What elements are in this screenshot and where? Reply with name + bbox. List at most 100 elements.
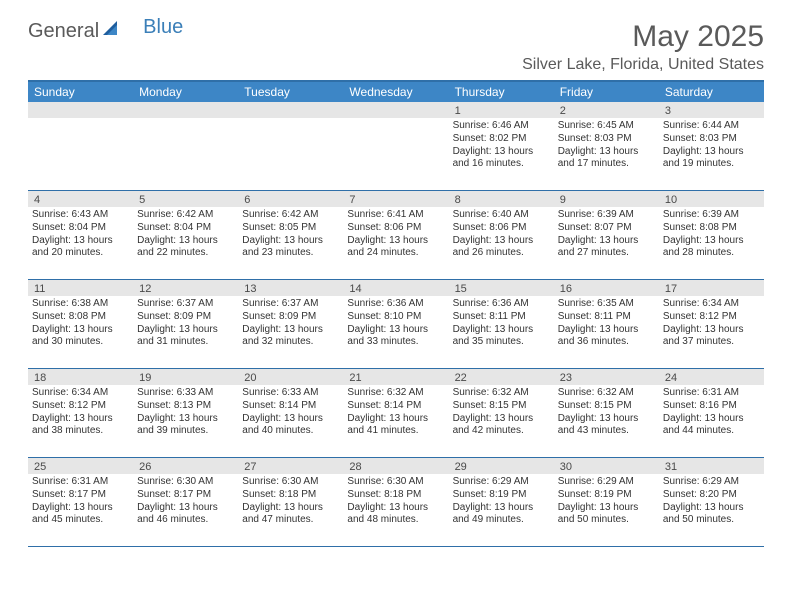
sunset-line: Sunset: 8:15 PM — [453, 400, 550, 413]
daylight-line: Daylight: 13 hours and 45 minutes. — [32, 502, 129, 528]
sunrise-line: Sunrise: 6:36 AM — [347, 298, 444, 311]
sunrise-line: Sunrise: 6:30 AM — [137, 476, 234, 489]
sunset-line: Sunset: 8:17 PM — [32, 489, 129, 502]
day-cell: 4Sunrise: 6:43 AMSunset: 8:04 PMDaylight… — [28, 191, 133, 279]
sunset-line: Sunset: 8:05 PM — [242, 222, 339, 235]
sunrise-line: Sunrise: 6:45 AM — [558, 120, 655, 133]
sunrise-line: Sunrise: 6:35 AM — [558, 298, 655, 311]
sunset-line: Sunset: 8:09 PM — [242, 311, 339, 324]
day-cell: 27Sunrise: 6:30 AMSunset: 8:18 PMDayligh… — [238, 458, 343, 546]
header: General Blue May 2025 Silver Lake, Flori… — [28, 20, 764, 74]
dow-cell: Tuesday — [238, 82, 343, 102]
daylight-line: Daylight: 13 hours and 43 minutes. — [558, 413, 655, 439]
sunrise-line: Sunrise: 6:31 AM — [32, 476, 129, 489]
daylight-line: Daylight: 13 hours and 24 minutes. — [347, 235, 444, 261]
daylight-line: Daylight: 13 hours and 33 minutes. — [347, 324, 444, 350]
brand-logo: General Blue — [28, 20, 183, 43]
sunrise-line: Sunrise: 6:39 AM — [663, 209, 760, 222]
day-number: 18 — [28, 369, 133, 385]
day-number: 30 — [554, 458, 659, 474]
brand-text-general: General — [28, 20, 99, 43]
sunrise-line: Sunrise: 6:30 AM — [347, 476, 444, 489]
location-subtitle: Silver Lake, Florida, United States — [522, 56, 764, 74]
day-cell: 6Sunrise: 6:42 AMSunset: 8:05 PMDaylight… — [238, 191, 343, 279]
sunset-line: Sunset: 8:04 PM — [32, 222, 129, 235]
day-number: 10 — [659, 191, 764, 207]
day-number: 5 — [133, 191, 238, 207]
sunrise-line: Sunrise: 6:32 AM — [347, 387, 444, 400]
daylight-line: Daylight: 13 hours and 26 minutes. — [453, 235, 550, 261]
daylight-line: Daylight: 13 hours and 23 minutes. — [242, 235, 339, 261]
day-number: 1 — [449, 102, 554, 118]
day-number: 28 — [343, 458, 448, 474]
daylight-line: Daylight: 13 hours and 49 minutes. — [453, 502, 550, 528]
daylight-line: Daylight: 13 hours and 28 minutes. — [663, 235, 760, 261]
daylight-line: Daylight: 13 hours and 41 minutes. — [347, 413, 444, 439]
day-cell — [343, 102, 448, 190]
week-row: 18Sunrise: 6:34 AMSunset: 8:12 PMDayligh… — [28, 369, 764, 458]
day-number: 15 — [449, 280, 554, 296]
sunset-line: Sunset: 8:20 PM — [663, 489, 760, 502]
day-cell: 2Sunrise: 6:45 AMSunset: 8:03 PMDaylight… — [554, 102, 659, 190]
sunset-line: Sunset: 8:03 PM — [558, 133, 655, 146]
sunrise-line: Sunrise: 6:29 AM — [663, 476, 760, 489]
dow-cell: Wednesday — [343, 82, 448, 102]
daylight-line: Daylight: 13 hours and 36 minutes. — [558, 324, 655, 350]
day-number: 21 — [343, 369, 448, 385]
day-number: 29 — [449, 458, 554, 474]
sunset-line: Sunset: 8:04 PM — [137, 222, 234, 235]
sunrise-line: Sunrise: 6:34 AM — [663, 298, 760, 311]
sunset-line: Sunset: 8:14 PM — [242, 400, 339, 413]
day-cell: 10 Sunrise: 6:39 AMSunset: 8:08 PMDayligh… — [659, 191, 764, 279]
day-number: 23 — [554, 369, 659, 385]
daylight-line: Daylight: 13 hours and 16 minutes. — [453, 146, 550, 172]
day-cell: 5Sunrise: 6:42 AMSunset: 8:04 PMDaylight… — [133, 191, 238, 279]
day-cell: 12Sunrise: 6:37 AMSunset: 8:09 PMDayligh… — [133, 280, 238, 368]
sunrise-line: Sunrise: 6:37 AM — [137, 298, 234, 311]
sunrise-line: Sunrise: 6:34 AM — [32, 387, 129, 400]
daylight-line: Daylight: 13 hours and 30 minutes. — [32, 324, 129, 350]
daylight-line: Daylight: 13 hours and 46 minutes. — [137, 502, 234, 528]
dow-cell: Friday — [554, 82, 659, 102]
sunset-line: Sunset: 8:09 PM — [137, 311, 234, 324]
daylight-line: Daylight: 13 hours and 47 minutes. — [242, 502, 339, 528]
sunrise-line: Sunrise: 6:29 AM — [558, 476, 655, 489]
title-block: May 2025 Silver Lake, Florida, United St… — [522, 20, 764, 74]
day-cell: 9Sunrise: 6:39 AMSunset: 8:07 PMDaylight… — [554, 191, 659, 279]
sunset-line: Sunset: 8:14 PM — [347, 400, 444, 413]
sunset-line: Sunset: 8:08 PM — [663, 222, 760, 235]
day-number: 7 — [343, 191, 448, 207]
day-number: 27 — [238, 458, 343, 474]
day-number — [343, 102, 448, 118]
sunset-line: Sunset: 8:16 PM — [663, 400, 760, 413]
day-cell — [238, 102, 343, 190]
day-number: 2 — [554, 102, 659, 118]
day-number: 14 — [343, 280, 448, 296]
sunset-line: Sunset: 8:06 PM — [453, 222, 550, 235]
day-cell: 15Sunrise: 6:36 AMSunset: 8:11 PMDayligh… — [449, 280, 554, 368]
sunset-line: Sunset: 8:10 PM — [347, 311, 444, 324]
sunrise-line: Sunrise: 6:41 AM — [347, 209, 444, 222]
day-cell: 7 Sunrise: 6:41 AMSunset: 8:06 PMDaylight… — [343, 191, 448, 279]
day-cell: 25Sunrise: 6:31 AMSunset: 8:17 PMDayligh… — [28, 458, 133, 546]
day-number — [28, 102, 133, 118]
daylight-line: Daylight: 13 hours and 40 minutes. — [242, 413, 339, 439]
sunset-line: Sunset: 8:06 PM — [347, 222, 444, 235]
sunrise-line: Sunrise: 6:36 AM — [453, 298, 550, 311]
dow-cell: Sunday — [28, 82, 133, 102]
day-number — [133, 102, 238, 118]
day-number: 24 — [659, 369, 764, 385]
daylight-line: Daylight: 13 hours and 44 minutes. — [663, 413, 760, 439]
sunrise-line: Sunrise: 6:42 AM — [242, 209, 339, 222]
sunset-line: Sunset: 8:12 PM — [663, 311, 760, 324]
day-cell: 18Sunrise: 6:34 AMSunset: 8:12 PMDayligh… — [28, 369, 133, 457]
day-number: 9 — [554, 191, 659, 207]
calendar: SundayMondayTuesdayWednesdayThursdayFrid… — [28, 80, 764, 547]
sunrise-line: Sunrise: 6:39 AM — [558, 209, 655, 222]
day-cell: 19Sunrise: 6:33 AMSunset: 8:13 PMDayligh… — [133, 369, 238, 457]
daylight-line: Daylight: 13 hours and 37 minutes. — [663, 324, 760, 350]
sunset-line: Sunset: 8:19 PM — [558, 489, 655, 502]
day-cell: 3Sunrise: 6:44 AMSunset: 8:03 PMDaylight… — [659, 102, 764, 190]
day-cell: 23Sunrise: 6:32 AMSunset: 8:15 PMDayligh… — [554, 369, 659, 457]
day-cell: 1Sunrise: 6:46 AMSunset: 8:02 PMDaylight… — [449, 102, 554, 190]
